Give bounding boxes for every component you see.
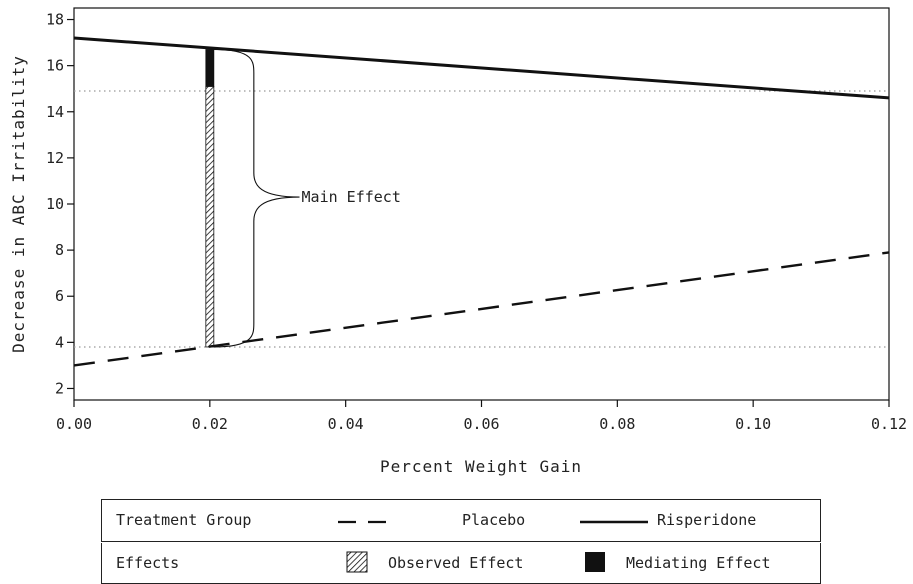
legend-observed-swatch-icon [346,551,368,573]
main-effect-label: Main Effect [302,188,401,206]
mediating-effect-bar [205,49,215,87]
legend-placebo-line-icon [338,520,398,524]
legend-observed-label: Observed Effect [388,554,524,572]
series-line-risperidone [73,36,890,100]
x-tick-label: 0.06 [463,415,499,433]
y-tick-label: 6 [55,287,64,305]
y-tick-label: 8 [55,241,64,259]
y-tick-label: 14 [46,103,64,121]
observed-effect-bar [205,86,215,348]
chart: Main Effect 0.00 0.02 0.04 0.06 0.08 0.10 0.12… [9,7,907,476]
x-tick-label: 0.08 [599,415,635,433]
x-axis-title: Percent Weight Gain [380,457,582,476]
y-tick-label: 18 [46,11,64,29]
legend-placebo-label: Placebo [462,511,526,529]
legend-effects: Effects Observed Effect Mediating Effect [101,543,821,584]
legend-risperidone-label: Risperidone [657,511,757,529]
y-tick-label: 4 [55,333,64,351]
y-tick-label: 16 [46,57,64,75]
x-tick-label: 0.10 [735,415,771,433]
y-tick-label: 2 [55,379,64,397]
y-tick-label: 12 [46,149,64,167]
main-effect-brace [213,48,300,348]
legend-mediating-swatch-icon [585,552,605,572]
legend-mediating-label: Mediating Effect [626,554,771,572]
x-tick-label: 0.04 [328,415,364,433]
legend-risperidone-line-icon [580,520,648,524]
x-tick-label: 0.12 [871,415,907,433]
x-tick-label: 0.00 [56,415,92,433]
series-line-placebo [73,251,890,367]
legend-treatment-title: Treatment Group [116,511,252,529]
x-tick-label: 0.02 [192,415,228,433]
y-tick-label: 10 [46,195,64,213]
legend-effects-title: Effects [116,554,180,572]
y-axis-title: Decrease in ABC Irritability [9,55,28,353]
legend-treatment-group: Treatment Group Placebo Risperidone [101,499,821,542]
